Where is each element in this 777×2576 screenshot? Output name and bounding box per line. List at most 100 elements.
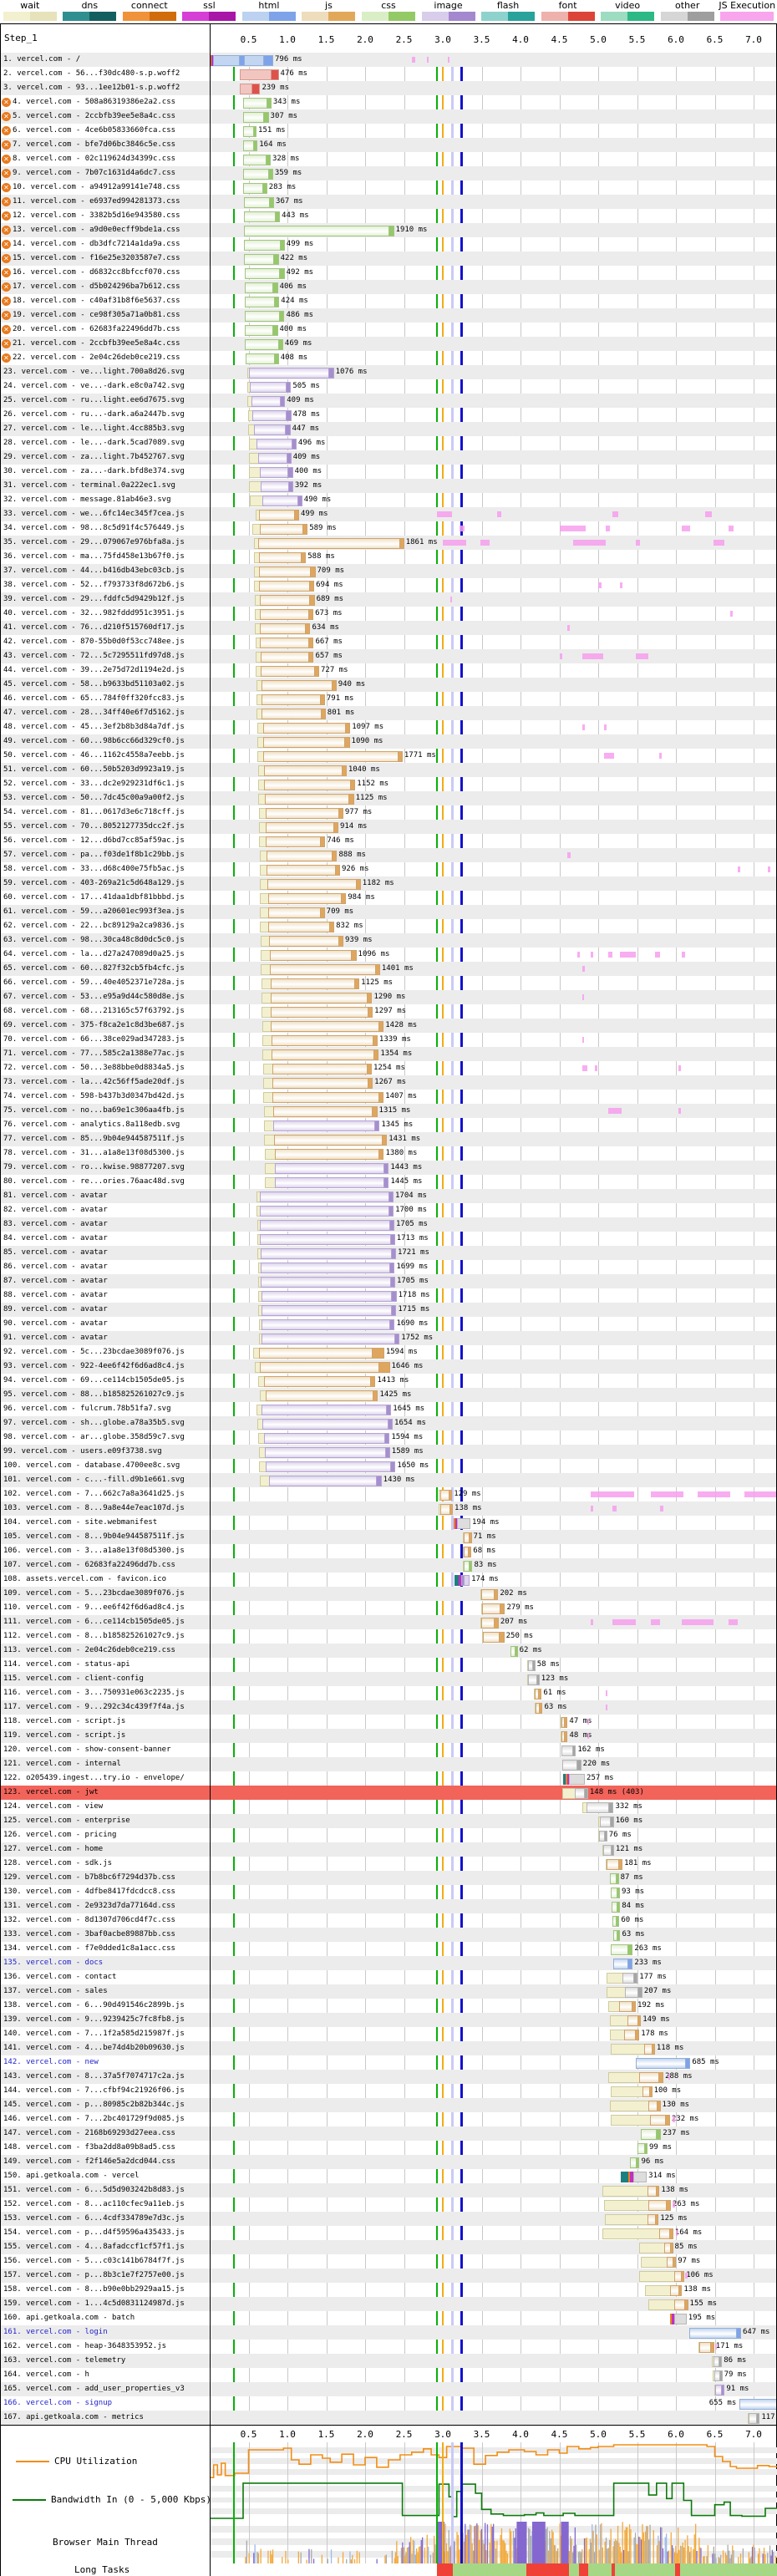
grid-line xyxy=(559,2480,561,2520)
bar-download-segment xyxy=(648,2086,653,2097)
bar-download-segment xyxy=(571,1745,576,1756)
request-label: 16. vercel.com - d6832cc8bfccf070.css xyxy=(13,268,180,277)
bar-download-segment xyxy=(643,2143,648,2154)
request-row: 70. vercel.com - 66...38ce029ad347283.js… xyxy=(1,1033,776,1047)
request-label: 29. vercel.com - za...light.7b452767.svg xyxy=(3,453,185,461)
request-label: 45. vercel.com - 58...b9633bd51103a02.js xyxy=(3,680,185,688)
request-row: ✕ 11. vercel.com - e6937ed994281373.css 36… xyxy=(1,195,776,209)
request-row: 55. vercel.com - 70...8052127735dcc2f.js… xyxy=(1,820,776,834)
request-label: 62. vercel.com - 22...bc89129a2ca9836.js xyxy=(3,922,185,930)
request-row: 99. vercel.com - users.e09f3738.svg 1589 … xyxy=(1,1445,776,1459)
request-time: 1654 ms xyxy=(394,1419,426,1427)
bar-body-segment xyxy=(258,567,312,577)
bar-body-segment xyxy=(254,424,287,435)
request-time: 977 ms xyxy=(344,808,373,816)
bar-download-segment xyxy=(309,595,315,606)
request-label[interactable]: 166. vercel.com - signup xyxy=(3,2399,113,2407)
request-row: 157. vercel.com - p...8b3c1e7f2757e00.js… xyxy=(1,2269,776,2283)
request-row: 104. vercel.com - site.webmanifest 194 ms xyxy=(1,1516,776,1530)
request-time: 888 ms xyxy=(338,851,366,859)
request-label[interactable]: 142. vercel.com - new xyxy=(3,2058,99,2066)
bar-download-segment xyxy=(539,1703,543,1714)
request-time: 1721 ms xyxy=(397,1248,429,1257)
legend-swatch xyxy=(720,12,774,21)
bar-download-segment xyxy=(389,1263,395,1273)
request-row: 45. vercel.com - 58...b9633bd51103a02.js… xyxy=(1,678,776,692)
bar-download-segment xyxy=(371,1348,384,1359)
error-icon: ✕ xyxy=(2,254,11,263)
legend-swatch xyxy=(660,12,714,21)
request-label: 136. vercel.com - contact xyxy=(3,1973,117,1981)
request-time: 424 ms xyxy=(281,297,308,305)
js-execution-tick xyxy=(566,625,570,631)
request-row: 91. vercel.com - avatar 1752 ms xyxy=(1,1331,776,1345)
bar-download-segment xyxy=(344,737,350,748)
bar-phase-segment xyxy=(674,2314,687,2324)
request-time: 178 ms xyxy=(641,2030,668,2038)
bar-download-segment xyxy=(618,1859,623,1870)
bar-download-segment xyxy=(285,424,291,435)
request-label: 35. vercel.com - 29...079067e976bfa8a.js xyxy=(3,538,185,546)
request-row: 154. vercel.com - p...d4f59596a435433.js… xyxy=(1,2226,776,2240)
request-row: 114. vercel.com - status-api 58 ms xyxy=(1,1658,776,1672)
request-row: 81. vercel.com - avatar 1704 ms xyxy=(1,1189,776,1203)
request-row: 112. vercel.com - 8...b185825261027c9.js… xyxy=(1,1629,776,1644)
request-time: 406 ms xyxy=(279,282,307,291)
legend-swatch xyxy=(63,12,117,21)
request-label: 92. vercel.com - 5c...23bcdae3089f076.js xyxy=(3,1348,185,1356)
grid-line xyxy=(365,2480,366,2520)
request-time: 647 ms xyxy=(742,2328,770,2336)
bar-body-segment xyxy=(275,1163,386,1174)
bar-body-segment xyxy=(265,836,322,847)
legend-label: ssl xyxy=(203,0,216,11)
request-label: 163. vercel.com - telemetry xyxy=(3,2356,126,2365)
request-row: 147. vercel.com - 2168b69293d27eea.css 23… xyxy=(1,2126,776,2141)
bar-download-segment xyxy=(665,2115,670,2126)
request-row: 115. vercel.com - client-config 123 ms xyxy=(1,1672,776,1686)
bar-download-segment xyxy=(355,879,361,890)
bar-download-segment xyxy=(616,1916,620,1927)
request-label: 131. vercel.com - 2e9323d7da77164d.css xyxy=(3,1902,175,1910)
request-label: 149. vercel.com - f2f146e5a2dcd044.css xyxy=(3,2157,175,2166)
request-row: 94. vercel.com - 69...ce114cb1505de05.js… xyxy=(1,1374,776,1388)
event-line-dom-content-loaded xyxy=(450,2520,454,2563)
bar-download-segment xyxy=(378,1149,384,1160)
bar-body-segment xyxy=(586,1802,611,1813)
request-time: 367 ms xyxy=(276,197,303,206)
bar-wait-segment xyxy=(641,2257,668,2268)
request-label: 108. assets.vercel.com - favicon.ico xyxy=(3,1575,167,1583)
bar-download-segment xyxy=(390,1248,396,1259)
request-row: 42. vercel.com - 870-55b0d0f53cc748ee.js… xyxy=(1,635,776,649)
legend-label: css xyxy=(381,0,396,11)
bar-download-segment xyxy=(494,1618,499,1628)
request-time: 1428 ms xyxy=(385,1021,418,1029)
bar-wait-segment xyxy=(639,2271,677,2282)
time-tick-label: 3.0 xyxy=(434,34,451,45)
request-label: 146. vercel.com - 7...2bc401729f9d085.js xyxy=(3,2115,185,2123)
request-label: 119. vercel.com - script.js xyxy=(3,1731,126,1740)
request-row: 67. vercel.com - 53...e95a9d44c580d8e.js… xyxy=(1,990,776,1004)
request-row: 35. vercel.com - 29...079067e976bfa8a.js… xyxy=(1,536,776,550)
request-label: 77. vercel.com - 85...9b04e944587511f.js xyxy=(3,1135,185,1143)
request-label: 129. vercel.com - b7b8bc6f7294d37b.css xyxy=(3,1873,175,1882)
request-label: 128. vercel.com - sdk.js xyxy=(3,1859,113,1867)
time-tick-label: 0.5 xyxy=(240,34,257,45)
request-time: 496 ms xyxy=(297,439,326,447)
bar-download-segment xyxy=(388,1206,394,1217)
bar-download-segment xyxy=(328,368,334,379)
request-label[interactable]: 161. vercel.com - login xyxy=(3,2328,108,2336)
request-label: 58. vercel.com - 33...d68c400e75fb5ac.js xyxy=(3,865,185,873)
request-row: 26. vercel.com - ru...-dark.a6a2447b.svg… xyxy=(1,408,776,422)
request-row: 46. vercel.com - 65...784f0ff320fcc83.js… xyxy=(1,692,776,706)
request-label: 154. vercel.com - p...d4f59596a435433.js xyxy=(3,2228,185,2237)
request-label: 127. vercel.com - home xyxy=(3,1845,104,1853)
request-label[interactable]: 135. vercel.com - docs xyxy=(3,1959,104,1967)
bar-body-segment xyxy=(261,1291,394,1302)
bar-body-segment xyxy=(267,907,322,918)
request-row: 76. vercel.com - analytics.8a118edb.svg 1… xyxy=(1,1118,776,1132)
request-row: 126. vercel.com - pricing 76 ms xyxy=(1,1828,776,1842)
request-row: 73. vercel.com - la...42c56ff5ade20df.js… xyxy=(1,1075,776,1090)
request-time: 87 ms xyxy=(620,1873,643,1882)
request-label: 30. vercel.com - za...-dark.bfd8e374.svg xyxy=(3,467,185,475)
event-line-first-contentful-paint xyxy=(435,2520,438,2563)
